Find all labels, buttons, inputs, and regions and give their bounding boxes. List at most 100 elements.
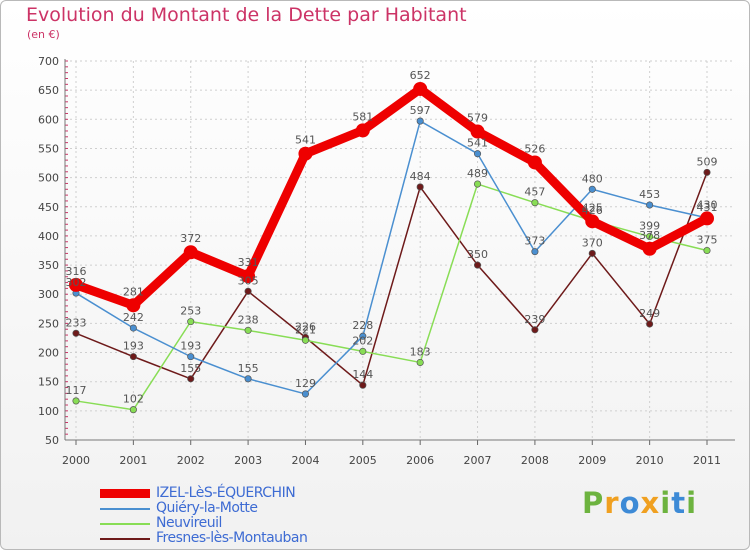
y-tick-label: 350 — [38, 259, 59, 272]
x-tick-label: 2011 — [693, 454, 721, 467]
legend-swatch — [100, 516, 150, 531]
data-point — [416, 358, 424, 367]
x-tick-label: 2000 — [62, 454, 90, 467]
legend-label: Neuvireuil — [156, 515, 222, 531]
data-label: 431 — [697, 201, 718, 214]
y-tick-label: 600 — [38, 113, 59, 126]
data-point — [244, 287, 252, 295]
data-label: 233 — [66, 316, 87, 329]
x-tick-label: 2010 — [636, 454, 664, 467]
data-label: 239 — [524, 313, 545, 326]
x-tick-label: 2002 — [177, 454, 205, 467]
data-label: 281 — [123, 285, 144, 298]
data-label: 375 — [697, 234, 718, 247]
data-point — [588, 249, 596, 257]
data-point — [187, 375, 195, 383]
y-tick-label: 550 — [38, 142, 59, 155]
x-tick-label: 2001 — [119, 454, 147, 467]
proxiti-logo: Proxiti — [582, 486, 698, 520]
x-tick-label: 2004 — [291, 454, 319, 467]
data-label: 102 — [123, 393, 144, 406]
data-label: 378 — [639, 229, 660, 242]
data-label: 453 — [639, 188, 660, 201]
x-tick-label: 2009 — [578, 454, 606, 467]
data-point — [413, 81, 428, 96]
data-point — [244, 326, 252, 334]
y-tick-label: 150 — [38, 376, 59, 389]
data-label: 480 — [582, 172, 603, 185]
data-point — [416, 117, 424, 125]
data-point — [700, 211, 714, 226]
data-point — [298, 146, 313, 161]
data-point — [531, 248, 539, 256]
y-tick-label: 450 — [38, 201, 59, 214]
data-point — [187, 353, 195, 361]
y-tick-label: 300 — [38, 288, 59, 301]
data-label: 238 — [238, 313, 259, 326]
data-label: 489 — [467, 167, 488, 180]
data-label: 226 — [295, 320, 316, 333]
y-tick-label: 700 — [38, 55, 59, 68]
data-point — [72, 329, 80, 337]
data-label: 155 — [238, 362, 259, 375]
x-tick-label: 2003 — [234, 454, 262, 467]
y-tick-label: 100 — [38, 405, 59, 418]
data-point — [703, 168, 711, 176]
data-label: 484 — [410, 170, 431, 183]
data-label: 331 — [238, 256, 259, 269]
data-point — [183, 245, 198, 260]
data-point — [129, 406, 137, 414]
data-label: 253 — [180, 305, 201, 318]
data-point — [588, 185, 596, 193]
data-point — [126, 298, 141, 313]
data-point — [646, 320, 654, 328]
data-label: 183 — [410, 345, 431, 358]
data-point — [187, 318, 195, 326]
series-line — [75, 120, 708, 395]
data-label: 652 — [410, 69, 431, 82]
data-point — [355, 123, 370, 138]
data-point — [642, 241, 657, 256]
data-label: 129 — [295, 377, 316, 390]
x-tick-label: 2005 — [349, 454, 377, 467]
data-point — [241, 269, 256, 284]
data-label: 221 — [295, 323, 316, 336]
data-point — [473, 180, 482, 188]
data-point — [69, 277, 83, 292]
x-tick-label: 2007 — [464, 454, 492, 467]
data-label: 316 — [66, 265, 87, 278]
x-tick-label: 2008 — [521, 454, 549, 467]
data-label: 457 — [524, 186, 545, 199]
data-point — [703, 246, 711, 255]
data-point — [129, 353, 137, 361]
legend-label: IZEL-LèS-ÉQUERCHIN — [156, 485, 296, 501]
data-label: 202 — [352, 334, 373, 347]
data-label: 426 — [582, 204, 603, 217]
data-label: 302 — [66, 276, 87, 289]
data-label: 399 — [639, 220, 660, 233]
legend-swatch — [100, 531, 150, 546]
data-point — [301, 390, 310, 398]
data-label: 193 — [180, 340, 201, 353]
y-tick-label: 50 — [45, 434, 59, 447]
chart-title: Evolution du Montant de la Dette par Hab… — [26, 4, 467, 26]
data-label: 155 — [180, 362, 201, 375]
data-label: 373 — [524, 235, 545, 248]
data-point — [301, 336, 310, 344]
data-point — [646, 201, 654, 209]
data-point — [72, 397, 80, 405]
data-label: 526 — [524, 142, 545, 155]
legend-swatch — [100, 486, 150, 501]
data-label: 117 — [66, 384, 87, 397]
data-label: 425 — [582, 201, 603, 214]
data-point — [244, 375, 252, 383]
y-tick-label: 200 — [38, 347, 59, 360]
legend-label: Fresnes-lès-Montauban — [156, 530, 308, 546]
data-label: 430 — [697, 198, 718, 211]
data-label: 579 — [467, 112, 488, 125]
data-label: 597 — [410, 104, 431, 117]
data-point — [473, 150, 482, 158]
y-tick-label: 650 — [38, 84, 59, 97]
